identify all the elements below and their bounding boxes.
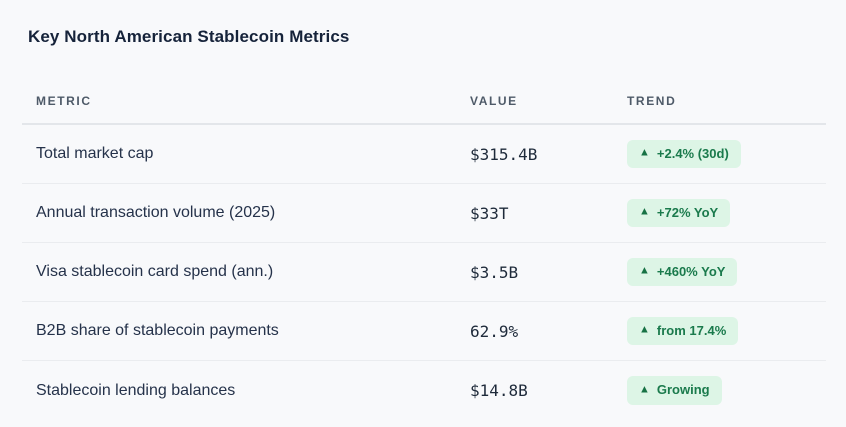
metric-label: Stablecoin lending balances xyxy=(36,381,236,399)
trend-cell: ▲ from 17.4% xyxy=(613,316,826,346)
metric-value: $14.8B xyxy=(470,381,528,400)
metric-label: Annual transaction volume (2025) xyxy=(36,204,276,221)
column-header-metric: METRIC xyxy=(36,93,92,108)
metric-label: B2B share of stablecoin payments xyxy=(36,322,279,339)
metrics-table: METRIC VALUE TREND Total market cap $315… xyxy=(22,78,826,420)
trend-cell: ▲ Growing xyxy=(613,376,826,405)
table-row: B2B share of stablecoin payments 62.9% ▲… xyxy=(22,302,826,361)
trend-label: from 17.4% xyxy=(656,322,727,338)
trend-label: Growing xyxy=(656,382,710,398)
metric-label: Total market cap xyxy=(36,145,154,162)
trend-up-icon: ▲ xyxy=(639,383,650,395)
table-header-row: METRIC VALUE TREND xyxy=(22,78,826,125)
trend-cell: ▲ +460% YoY xyxy=(613,257,826,287)
trend-up-icon: ▲ xyxy=(639,264,650,277)
trend-up-icon: ▲ xyxy=(639,205,650,218)
metric-value: $3.5B xyxy=(470,262,519,282)
table-row: Total market cap $315.4B ▲ +2.4% (30d) xyxy=(22,125,826,184)
metric-value: $315.4B xyxy=(470,144,538,164)
column-header-value: VALUE xyxy=(470,93,518,108)
trend-badge: ▲ from 17.4% xyxy=(627,316,739,346)
table-row: Visa stablecoin card spend (ann.) $3.5B … xyxy=(22,243,826,302)
metric-label: Visa stablecoin card spend (ann.) xyxy=(36,263,274,280)
metric-value: $33T xyxy=(470,203,509,223)
trend-badge: ▲ Growing xyxy=(627,376,722,405)
trend-label: +72% YoY xyxy=(656,204,719,220)
trend-up-icon: ▲ xyxy=(639,323,650,336)
metric-value: 62.9% xyxy=(470,321,519,341)
trend-label: +460% YoY xyxy=(656,263,726,279)
trend-up-icon: ▲ xyxy=(639,146,650,159)
page-title: Key North American Stablecoin Metrics xyxy=(28,27,350,46)
table-row: Annual transaction volume (2025) $33T ▲ … xyxy=(22,184,826,243)
trend-label: +2.4% (30d) xyxy=(656,145,729,161)
trend-badge: ▲ +2.4% (30d) xyxy=(627,139,741,169)
trend-badge: ▲ +72% YoY xyxy=(627,198,731,228)
trend-cell: ▲ +2.4% (30d) xyxy=(613,139,826,169)
column-header-trend: TREND xyxy=(627,93,677,108)
table-body: Total market cap $315.4B ▲ +2.4% (30d) A… xyxy=(22,125,826,420)
trend-badge: ▲ +460% YoY xyxy=(627,257,738,287)
trend-cell: ▲ +72% YoY xyxy=(613,198,826,228)
table-row: Stablecoin lending balances $14.8B ▲ Gro… xyxy=(22,361,826,420)
